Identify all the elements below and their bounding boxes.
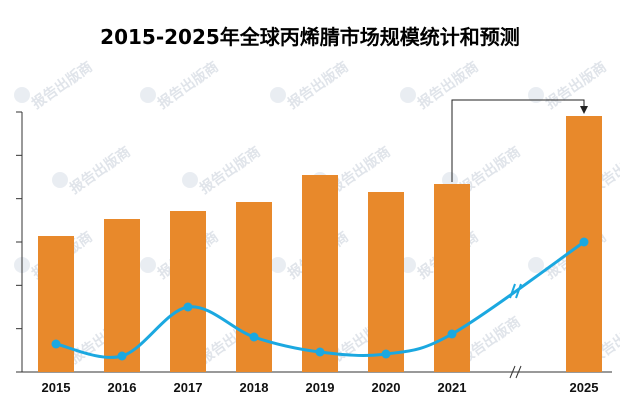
annotation [451, 99, 588, 182]
watermark-logo [182, 172, 198, 188]
bar-2018 [236, 202, 272, 372]
x-tick-label: 2025 [570, 380, 599, 395]
watermark-logo [52, 172, 68, 188]
watermark-text: 报告出版商 [197, 143, 264, 197]
bar-2020 [368, 192, 404, 372]
watermark: 报告出版商 [182, 143, 264, 197]
watermark-text: 报告出版商 [155, 58, 222, 112]
watermark: 报告出版商 [140, 58, 222, 112]
watermark-logo [140, 257, 156, 273]
watermark: 报告出版商 [528, 58, 610, 112]
line-point-2018 [249, 332, 259, 342]
line-point-2019 [315, 347, 325, 357]
watermark: 报告出版商 [400, 58, 482, 112]
watermark-logo [270, 87, 286, 103]
x-tick-label: 2018 [240, 380, 269, 395]
line-break-mark [509, 283, 516, 299]
axis-break-mark [509, 365, 516, 379]
x-tick-label: 2020 [372, 380, 401, 395]
line-point-2016 [117, 351, 127, 361]
axis-break-mark [515, 365, 522, 379]
chart-title: 2015-2025年全球丙烯腈市场规模统计和预测 [100, 25, 520, 49]
watermark-logo [528, 257, 544, 273]
watermark-text: 报告出版商 [543, 58, 610, 112]
x-tick-label: 2019 [306, 380, 335, 395]
x-tick-label: 2016 [108, 380, 137, 395]
x-tick-label: 2021 [438, 380, 467, 395]
bar-2017 [170, 211, 206, 372]
bar-2015 [38, 236, 74, 372]
line-point-2021 [447, 329, 457, 339]
x-tick-labels: 2015 2016 2017 2018 2019 2020 2021 2025 [42, 380, 599, 395]
line-series [51, 237, 589, 361]
bar-2019 [302, 175, 338, 372]
watermark-logo [528, 87, 544, 103]
x-tick-label: 2015 [42, 380, 71, 395]
watermark-logo [140, 87, 156, 103]
watermark-text: 报告出版商 [67, 143, 134, 197]
growth-arrow [451, 99, 585, 182]
watermark: 报告出版商 [52, 143, 134, 197]
watermark: 报告出版商 [14, 58, 96, 112]
watermark-text: 报告出版商 [415, 58, 482, 112]
bar-2021 [434, 184, 470, 372]
watermark-text: 报告出版商 [285, 58, 352, 112]
line-point-2015 [51, 339, 61, 349]
x-tick-label: 2017 [174, 380, 203, 395]
line-point-2020 [381, 349, 391, 359]
watermark-logo [400, 87, 416, 103]
line-break-mark [515, 283, 522, 299]
watermark-logo [270, 257, 286, 273]
bar-2016 [104, 219, 140, 372]
watermark-text: 报告出版商 [29, 58, 96, 112]
watermark: 报告出版商 [270, 58, 352, 112]
arrowhead [580, 106, 588, 114]
line-point-2025 [579, 237, 589, 247]
line-point-2017 [183, 302, 193, 312]
watermark-logo [14, 87, 30, 103]
